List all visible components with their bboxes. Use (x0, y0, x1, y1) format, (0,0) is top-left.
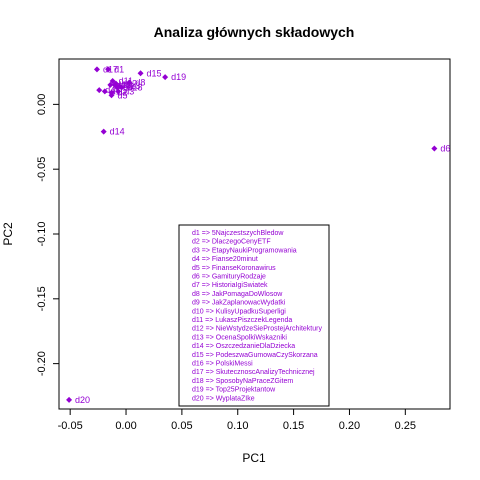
x-tick-label: -0.05 (58, 420, 83, 432)
x-tick-label: 0.15 (283, 420, 304, 432)
point-d8 (126, 79, 133, 86)
legend-entry: d7 => HistoriaIgiSwiatek (192, 282, 268, 289)
chart-title: Analiza głównych składowych (154, 24, 355, 40)
point-d5 (108, 92, 115, 99)
y-tick-label: -0.10 (36, 221, 48, 246)
point-label-d5: d5 (118, 90, 128, 100)
point-label-d18: d18 (128, 83, 143, 93)
point-label-d12: d12 (122, 79, 137, 89)
point-label-d7: d7 (121, 80, 131, 90)
point-label-d8: d8 (135, 77, 145, 87)
y-tick-label: 0.00 (36, 94, 48, 115)
point-label-d15: d15 (147, 68, 162, 78)
point-label-d11: d11 (119, 76, 133, 86)
y-axis-label: PC2 (1, 222, 15, 246)
point-d16 (107, 81, 114, 88)
point-d10 (101, 88, 108, 95)
point-d14 (100, 128, 107, 135)
legend: d1 => 5NajczestszychBledow d2 => Dlaczego… (178, 224, 330, 407)
point-label-d6: d6 (440, 143, 450, 153)
legend-entry: d16 => PolskiMessi (192, 361, 253, 368)
x-axis-label: PC1 (242, 451, 266, 465)
point-label-d19: d19 (171, 72, 186, 82)
point-d19 (162, 74, 169, 81)
legend-box (178, 224, 330, 407)
legend-entry: d6 => GamituryRodzaje (192, 274, 266, 281)
legend-entry: d14 => OszczedzanieDlaDziecka (192, 343, 295, 350)
point-d15 (137, 70, 144, 77)
legend-entry: d19 => Top25Projektantow (192, 387, 276, 394)
legend-entry: d17 => SkutecznoscAnalizyTechnicznej (192, 369, 315, 376)
point-d17 (93, 66, 100, 73)
legend-entry: d18 => SposobyNaPraceZGitem (192, 378, 293, 385)
point-d6 (431, 145, 438, 152)
point-label-d4: d4 (105, 85, 115, 95)
legend-entry: d10 => KulisyUpadkuSuperligi (192, 308, 286, 315)
point-label-d9: d9 (123, 83, 133, 93)
x-tick-label: 0.25 (395, 420, 416, 432)
point-d18 (118, 84, 125, 91)
point-d1 (105, 66, 112, 73)
x-tick-label: 0.20 (339, 420, 360, 432)
y-tick-label: -0.15 (36, 286, 48, 311)
point-label-d10: d10 (111, 86, 126, 96)
legend-entry: d3 => EtapyNaukiProgramowania (192, 247, 297, 254)
x-tick-label: 0.00 (115, 420, 136, 432)
legend-entry: d13 => OcenaSpolkiWskazniki (192, 334, 287, 341)
point-label-d2: d2 (118, 88, 128, 98)
legend-entry: d12 => NieWstydzeSieProstejArchitektury (192, 326, 322, 333)
y-tick-label: -0.05 (36, 157, 48, 182)
y-tick-label: -0.20 (36, 351, 48, 376)
legend-entry: d2 => DlaczegoCenyETF (192, 239, 271, 246)
x-tick-label: 0.10 (227, 420, 248, 432)
legend-entry: d20 => WyplataZIke (192, 395, 255, 402)
point-label-d1: d1 (114, 64, 124, 74)
point-d20 (66, 396, 73, 403)
axes: -0.05 0.00 0.05 0.10 0.15 0.20 0.25 0.00 -0.05 -0… (36, 94, 416, 432)
legend-entry: d11 => LukaszPiszczekLegenda (192, 317, 292, 324)
point-label-d13: d13 (125, 81, 140, 91)
x-tick-label: 0.05 (171, 420, 192, 432)
legend-entry: d8 => JakPomagaDoWlosow (192, 291, 283, 298)
legend-entry: d1 => 5NajczestszychBledow (192, 230, 284, 237)
legend-entry: d9 => JakZaplanowacWydatki (192, 300, 286, 307)
legend-entry: d5 => FinanseKoronawirus (192, 265, 276, 272)
legend-entry: d4 => Fianse20minut (192, 256, 258, 263)
legend-entry: d15 => PodeszwaGumowaCzySkorzana (192, 352, 318, 359)
point-label-d14: d14 (110, 127, 125, 137)
point-label-d16: d16 (116, 80, 131, 90)
point-label-d20: d20 (75, 395, 90, 405)
point-label-d3: d3 (124, 86, 134, 96)
point-label-d17: d17 (103, 64, 118, 74)
point-d4 (96, 87, 103, 94)
